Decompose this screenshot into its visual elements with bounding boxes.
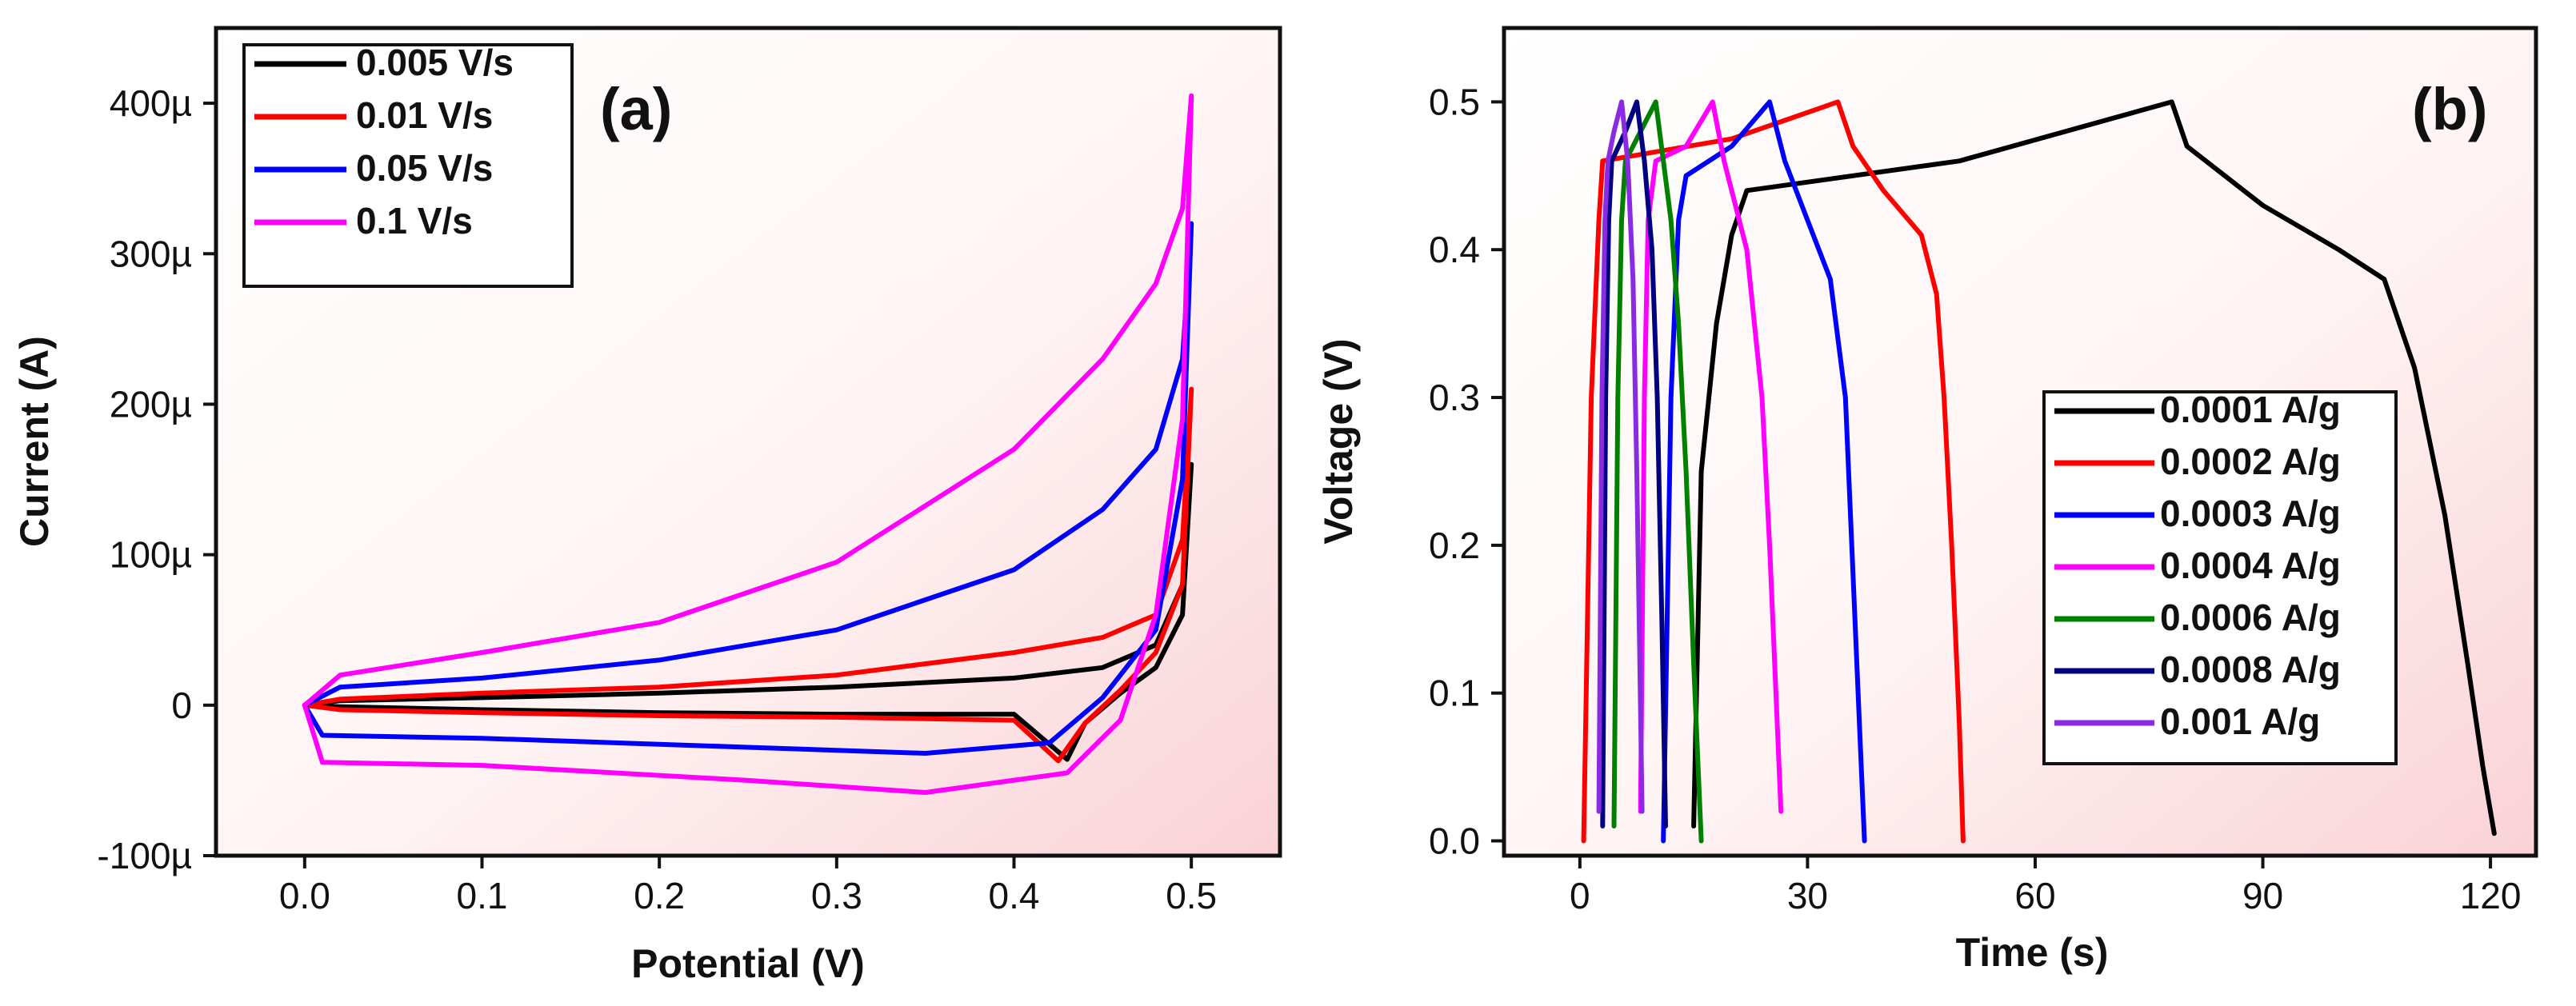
legend-label: 0.005 V/s xyxy=(356,42,514,83)
y-tick-label: 100µ xyxy=(110,534,192,576)
x-tick-label: 0.1 xyxy=(457,875,508,916)
y-tick-label: 0.3 xyxy=(1429,377,1480,418)
legend-label: 0.0002 A/g xyxy=(2160,441,2341,482)
series-line-0-01-v-s xyxy=(302,386,1194,764)
x-tick-label: 0.3 xyxy=(811,875,862,916)
y-tick-label: -100µ xyxy=(97,835,192,876)
x-axis-label-a: Potential (V) xyxy=(631,941,865,986)
y-axis-label-b: Voltage (V) xyxy=(1316,338,1361,544)
y-tick-label: 0 xyxy=(171,685,192,726)
legend-label: 0.0008 A/g xyxy=(2160,649,2341,690)
panel-label-a: (a) xyxy=(600,76,672,142)
legend-label: 0.0006 A/g xyxy=(2160,597,2341,638)
panel-b: 0 30 60 90 120 0.0 0.1 0.2 0.3 0.4 0.5 (b) Time (… xyxy=(1316,26,2538,975)
legend-label: 0.05 V/s xyxy=(356,147,493,189)
x-tick-label: 60 xyxy=(2014,875,2055,916)
legend-label: 0.001 A/g xyxy=(2160,701,2320,742)
legend-box-b xyxy=(2042,390,2398,765)
panel-label-b: (b) xyxy=(2412,76,2488,142)
y-ticks-b: 0.0 0.1 0.2 0.3 0.4 0.5 xyxy=(1429,81,1504,862)
series-line-0-0004-a-g xyxy=(1638,99,1784,814)
series-line-0-001-a-g xyxy=(1596,99,1645,814)
axes-frame-a xyxy=(214,26,1282,858)
series-line-0-0008-a-g xyxy=(1600,99,1668,828)
x-axis-label-b: Time (s) xyxy=(1956,930,2109,975)
y-tick-label: 0.2 xyxy=(1429,525,1480,566)
legend-label: 0.0001 A/g xyxy=(2160,389,2341,430)
y-axis-label-a: Current (A) xyxy=(12,336,57,547)
series-a xyxy=(302,93,1194,795)
series-line-0-0002-a-g xyxy=(1581,99,1966,844)
legend-label: 0.0004 A/g xyxy=(2160,545,2341,586)
y-tick-label: 0.4 xyxy=(1429,229,1480,270)
y-tick-label: 400µ xyxy=(110,82,192,124)
x-tick-label: 0.2 xyxy=(634,875,685,916)
legend-label: 0.01 V/s xyxy=(356,94,493,136)
series-line-0-0003-a-g xyxy=(1661,99,1867,844)
series-line-0-005-v-s xyxy=(302,461,1194,762)
x-tick-label: 0.4 xyxy=(989,875,1040,916)
panel-a: 0.0 0.1 0.2 0.3 0.4 0.5 -100µ 0 100µ 200µ 300µ 400… xyxy=(12,26,1282,986)
legend-label: 0.1 V/s xyxy=(356,200,473,242)
series-line-0-0001-a-g xyxy=(1691,99,2497,836)
x-tick-label: 30 xyxy=(1787,875,1828,916)
x-tick-label: 90 xyxy=(2242,875,2283,916)
y-tick-label: 300µ xyxy=(110,233,192,274)
x-ticks-a: 0.0 0.1 0.2 0.3 0.4 0.5 xyxy=(279,856,1217,916)
legend-b: 0.0001 A/g 0.0002 A/g 0.0003 A/g 0.0004 A/g… xyxy=(2042,389,2398,765)
series-line-0-05-v-s xyxy=(302,221,1194,756)
y-ticks-a: -100µ 0 100µ 200µ 300µ 400µ xyxy=(97,82,216,876)
y-tick-label: 0.1 xyxy=(1429,673,1480,714)
legend-a: 0.005 V/s 0.01 V/s 0.05 V/s 0.1 V/s xyxy=(242,42,574,288)
legend-label: 0.0003 A/g xyxy=(2160,493,2341,534)
series-line-0-1-v-s xyxy=(302,93,1194,795)
y-tick-label: 200µ xyxy=(110,383,192,425)
x-ticks-b: 0 30 60 90 120 xyxy=(1570,856,2521,916)
x-tick-label: 120 xyxy=(2460,875,2522,916)
y-tick-label: 0.5 xyxy=(1429,81,1480,122)
x-tick-label: 0.0 xyxy=(279,875,330,916)
series-b xyxy=(1581,99,2497,844)
y-tick-label: 0.0 xyxy=(1429,820,1480,862)
axes-frame-b xyxy=(1502,26,2538,858)
x-tick-label: 0 xyxy=(1570,875,1590,916)
x-tick-label: 0.5 xyxy=(1166,875,1217,916)
series-line-0-0006-a-g xyxy=(1611,99,1704,844)
legend-box-a xyxy=(242,43,574,288)
